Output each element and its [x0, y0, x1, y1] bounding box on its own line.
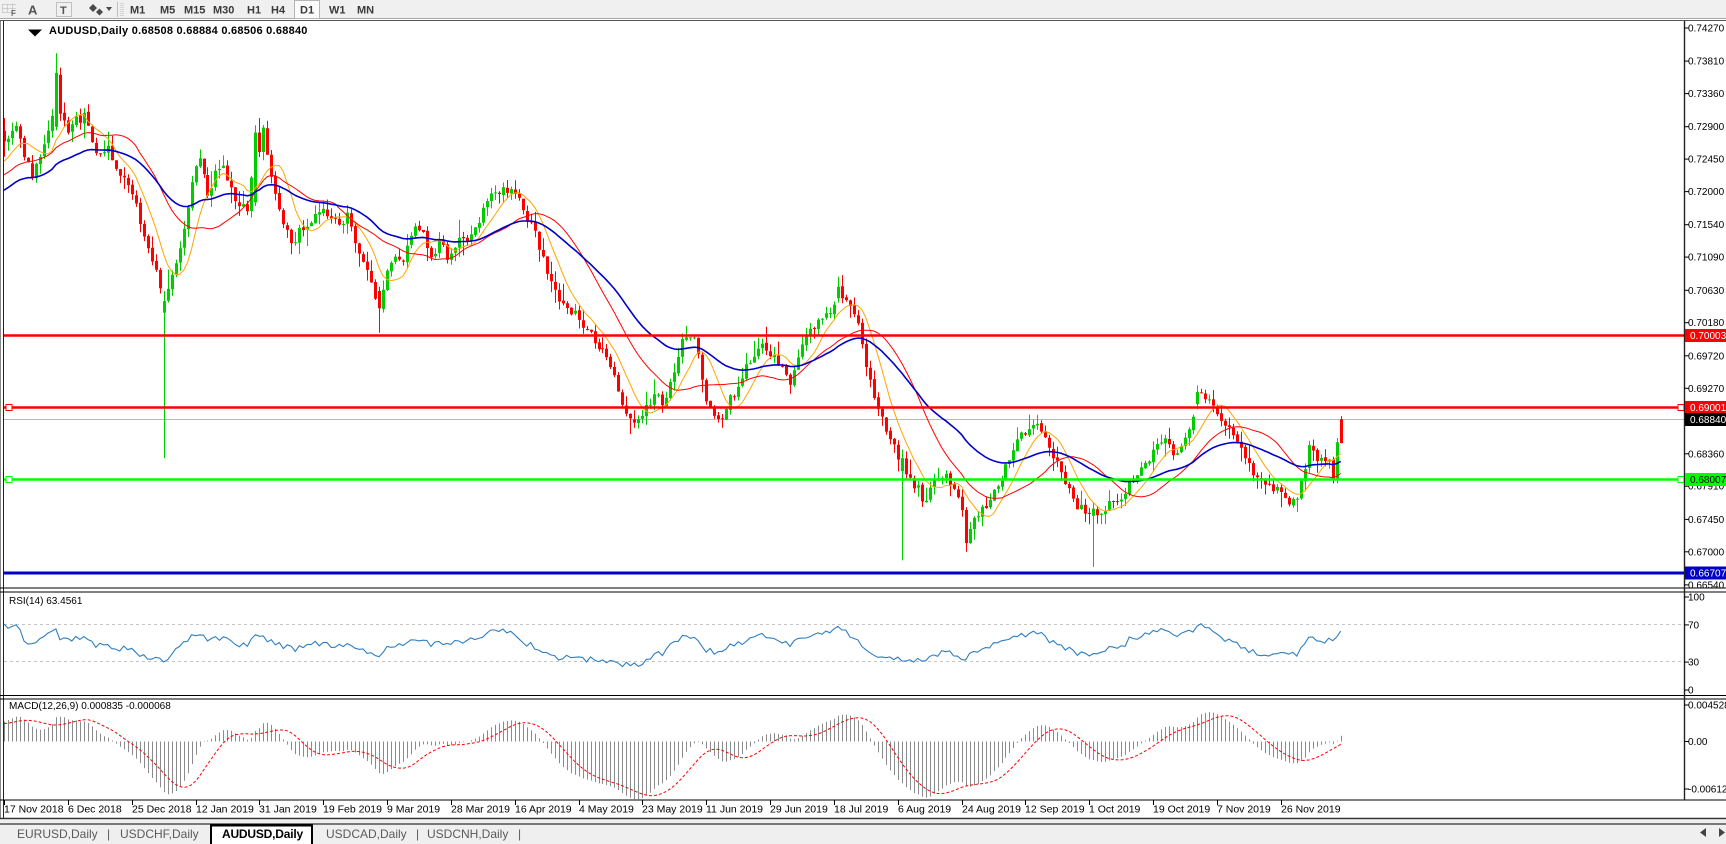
svg-text:12 Jan 2019: 12 Jan 2019 [196, 804, 254, 816]
svg-text:AUDUSD,Daily 0.68508 0.68884: AUDUSD,Daily 0.68508 0.68884 0.68506 0.6… [49, 25, 308, 37]
svg-text:6 Aug 2019: 6 Aug 2019 [898, 804, 951, 816]
svg-text:28 Mar 2019: 28 Mar 2019 [451, 804, 510, 816]
svg-text:0.71090: 0.71090 [1688, 253, 1725, 264]
svg-text:0.66540: 0.66540 [1688, 580, 1725, 591]
svg-text:70: 70 [1688, 620, 1700, 631]
svg-text:0.73810: 0.73810 [1688, 57, 1725, 68]
svg-text:EURUSD,Daily: EURUSD,Daily [17, 827, 98, 841]
svg-text:0.70180: 0.70180 [1688, 318, 1725, 329]
svg-text:F: F [11, 9, 16, 18]
svg-text:12 Sep 2019: 12 Sep 2019 [1025, 804, 1085, 816]
svg-text:0.69001: 0.69001 [1690, 403, 1726, 414]
svg-text:24 Aug 2019: 24 Aug 2019 [962, 804, 1021, 816]
svg-text:9 Mar 2019: 9 Mar 2019 [387, 804, 440, 816]
svg-text:30: 30 [1688, 658, 1700, 669]
svg-text:0.70630: 0.70630 [1688, 286, 1725, 297]
svg-text:M30: M30 [213, 5, 234, 17]
svg-text:H4: H4 [271, 5, 286, 17]
svg-text:|: | [518, 827, 521, 841]
svg-text:USDCHF,Daily: USDCHF,Daily [120, 827, 199, 841]
svg-text:0.74270: 0.74270 [1688, 24, 1725, 35]
svg-text:19 Oct 2019: 19 Oct 2019 [1153, 804, 1210, 816]
svg-text:0.68840: 0.68840 [1690, 415, 1726, 426]
svg-text:0.00: 0.00 [1688, 737, 1708, 748]
svg-text:0.67450: 0.67450 [1688, 515, 1725, 526]
svg-text:0.66707: 0.66707 [1690, 569, 1726, 580]
svg-text:W1: W1 [329, 5, 346, 17]
svg-text:0: 0 [1688, 686, 1694, 697]
svg-text:0.004528: 0.004528 [1688, 701, 1726, 712]
svg-text:0.67910: 0.67910 [1688, 482, 1725, 493]
svg-text:18 Jul 2019: 18 Jul 2019 [834, 804, 888, 816]
svg-text:RSI(14) 63.4561: RSI(14) 63.4561 [9, 596, 83, 607]
svg-text:7 Nov 2019: 7 Nov 2019 [1217, 804, 1271, 816]
svg-text:0.72900: 0.72900 [1688, 122, 1725, 133]
svg-text:USDCAD,Daily: USDCAD,Daily [326, 827, 407, 841]
svg-text:0.69270: 0.69270 [1688, 384, 1725, 395]
svg-text:100: 100 [1688, 593, 1705, 604]
svg-text:23 May 2019: 23 May 2019 [642, 804, 703, 816]
svg-text:D1: D1 [300, 5, 314, 17]
svg-text:M15: M15 [184, 5, 205, 17]
svg-text:0.72450: 0.72450 [1688, 155, 1725, 166]
svg-text:26 Nov 2019: 26 Nov 2019 [1281, 804, 1341, 816]
svg-text:M1: M1 [130, 5, 145, 17]
svg-text:0.68360: 0.68360 [1688, 449, 1725, 460]
svg-text:-0.006122: -0.006122 [1688, 785, 1726, 796]
svg-text:6 Dec 2018: 6 Dec 2018 [68, 804, 122, 816]
svg-text:0.67000: 0.67000 [1688, 547, 1725, 558]
svg-text:0.69720: 0.69720 [1688, 351, 1725, 362]
svg-text:0.70003: 0.70003 [1690, 331, 1726, 342]
svg-text:0.73360: 0.73360 [1688, 89, 1725, 100]
svg-text:19 Feb 2019: 19 Feb 2019 [323, 804, 382, 816]
svg-text:25 Dec 2018: 25 Dec 2018 [132, 804, 192, 816]
svg-text:AUDUSD,Daily: AUDUSD,Daily [222, 827, 303, 841]
svg-text:MACD(12,26,9) 0.000835 -0.0000: MACD(12,26,9) 0.000835 -0.000068 [9, 701, 171, 712]
svg-text:31 Jan 2019: 31 Jan 2019 [259, 804, 317, 816]
svg-text:|: | [416, 827, 419, 841]
svg-text:H1: H1 [247, 5, 261, 17]
svg-text:0.72000: 0.72000 [1688, 187, 1725, 198]
svg-text:4 May 2019: 4 May 2019 [579, 804, 634, 816]
svg-text:16 Apr 2019: 16 Apr 2019 [515, 804, 572, 816]
svg-text:11 Jun 2019: 11 Jun 2019 [706, 804, 763, 816]
svg-text:0.71540: 0.71540 [1688, 220, 1725, 231]
svg-text:17 Nov 2018: 17 Nov 2018 [4, 804, 64, 816]
svg-text:M5: M5 [160, 5, 175, 17]
svg-text:|: | [107, 827, 110, 841]
svg-text:USDCNH,Daily: USDCNH,Daily [427, 827, 508, 841]
svg-text:A: A [28, 3, 38, 18]
svg-text:29 Jun 2019: 29 Jun 2019 [770, 804, 828, 816]
svg-text:MN: MN [357, 5, 374, 17]
svg-text:T: T [60, 5, 67, 17]
svg-text:0.68007: 0.68007 [1690, 475, 1726, 486]
svg-text:1 Oct 2019: 1 Oct 2019 [1089, 804, 1141, 816]
